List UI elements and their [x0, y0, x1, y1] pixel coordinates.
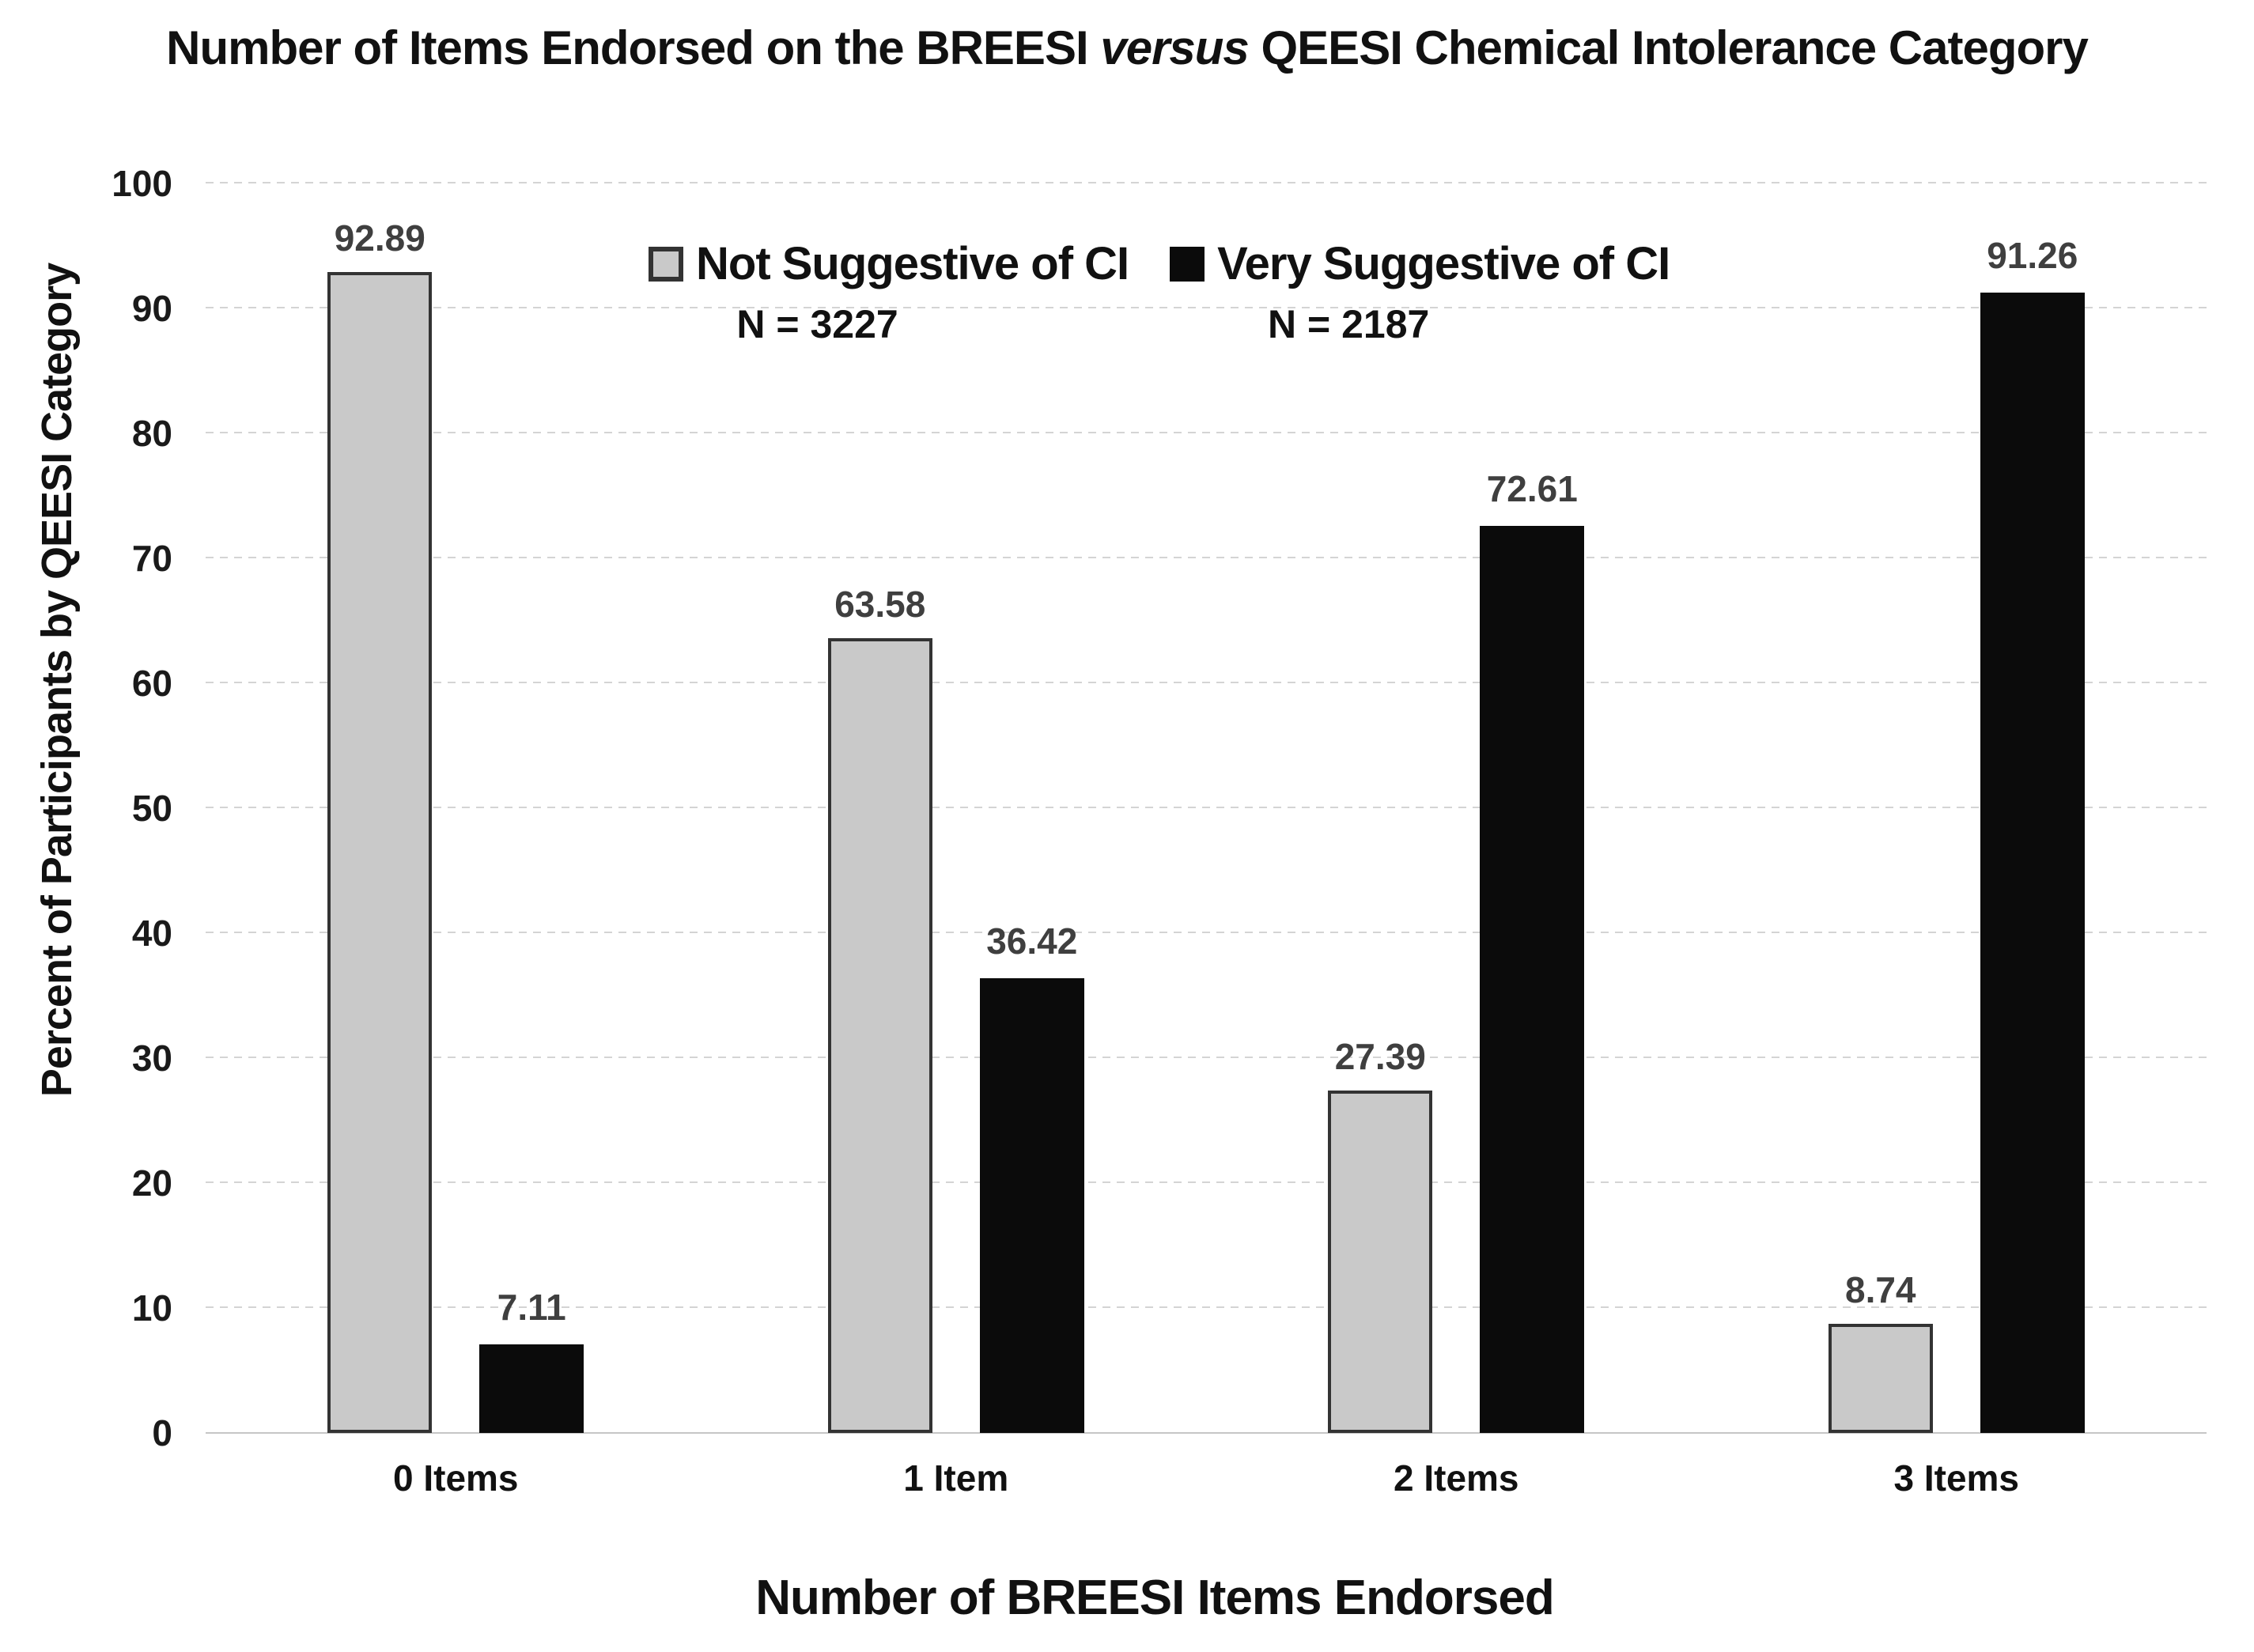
- legend-swatch-black-icon: [1170, 247, 1205, 282]
- legend-n-count: N = 2187: [1268, 301, 1430, 346]
- y-tick-label: 20: [131, 1162, 172, 1204]
- legend: Not Suggestive of CI N = 3227 Very Sugge…: [649, 240, 1670, 344]
- legend-item-not-suggestive: Not Suggestive of CI N = 3227: [649, 240, 1129, 344]
- x-tick-label: 3 Items: [1893, 1457, 2020, 1499]
- bar-black: 7.11: [479, 1289, 584, 1433]
- gridline: [206, 682, 2207, 683]
- legend-label: Not Suggestive of CI: [696, 238, 1129, 289]
- bar-groups: 92.89 7.11 0 Items 63.58 36.42 1 Item 27.39 72.…: [206, 183, 2207, 1496]
- gridline: [206, 432, 2207, 433]
- y-tick-label: 50: [131, 788, 172, 829]
- chart-title-prefix: Number of Items Endorsed on the BREESI: [166, 21, 1088, 74]
- gridline: [206, 1181, 2207, 1183]
- legend-swatch-gray-icon: [649, 247, 683, 282]
- bar-group: 92.89 7.11 0 Items: [206, 183, 706, 1496]
- chart-title-suffix: QEESI Chemical Intolerance Category: [1261, 21, 2088, 74]
- y-tick-label: 70: [131, 538, 172, 579]
- bar-value-label: 72.61: [1486, 467, 1578, 509]
- bar-value-label: 92.89: [334, 217, 425, 259]
- gridline: [206, 182, 2207, 183]
- bar-black: 91.26: [1980, 237, 2085, 1433]
- bar-group: 8.74 91.26 3 Items: [1707, 183, 2207, 1496]
- bar-gray: 8.74: [1828, 1272, 1933, 1433]
- y-tick-label: 10: [131, 1287, 172, 1329]
- gridline: [206, 807, 2207, 808]
- legend-item-very-suggestive: Very Suggestive of CI N = 2187: [1170, 240, 1670, 344]
- gridlines: [206, 182, 2207, 1433]
- bar-group: 63.58 36.42 1 Item: [706, 183, 1207, 1496]
- y-axis-ticks: 0 10 20 30 40 50 60 70 80 90 100: [0, 165, 180, 1451]
- bar-gray: 92.89: [327, 220, 433, 1433]
- bar-value-label: 63.58: [834, 584, 926, 626]
- chart-title-versus: versus: [1100, 21, 1249, 74]
- bar-value-label: 8.74: [1844, 1268, 1916, 1310]
- bar-value-label: 27.39: [1334, 1036, 1426, 1078]
- plot-area: 92.89 7.11 0 Items 63.58 36.42 1 Item 27.39 72.…: [206, 182, 2207, 1496]
- legend-row: Not Suggestive of CI: [649, 240, 1129, 289]
- x-axis-line: [206, 1432, 2207, 1434]
- legend-n-count: N = 3227: [736, 301, 898, 346]
- x-tick-label: 1 Item: [903, 1457, 1009, 1499]
- y-tick-label: 30: [131, 1038, 172, 1079]
- y-tick-label: 80: [131, 413, 172, 454]
- gridline: [206, 932, 2207, 933]
- bar-black: 36.42: [979, 923, 1084, 1433]
- gridline: [206, 307, 2207, 308]
- x-tick-label: 2 Items: [1393, 1457, 1519, 1499]
- y-tick-label: 40: [131, 913, 172, 954]
- x-tick-label: 0 Items: [392, 1457, 519, 1499]
- bar-value-label: 91.26: [1987, 235, 2078, 277]
- x-axis-title: Number of BREESI Items Endorsed: [755, 1571, 1554, 1625]
- bar-black: 72.61: [1480, 471, 1585, 1433]
- y-tick-label: 60: [131, 663, 172, 704]
- legend-row: Very Suggestive of CI: [1170, 240, 1670, 289]
- y-tick-label: 100: [112, 163, 172, 204]
- gridline: [206, 1057, 2207, 1058]
- bar-value-label: 36.42: [986, 920, 1078, 962]
- bar-gray: 27.39: [1328, 1038, 1433, 1433]
- gridline: [206, 1306, 2207, 1308]
- chart-title: Number of Items Endorsed on the BREESI v…: [0, 21, 2254, 75]
- y-tick-label: 90: [131, 288, 172, 329]
- bar-value-label: 7.11: [497, 1286, 566, 1328]
- bar-gray: 63.58: [827, 586, 932, 1433]
- legend-label: Very Suggestive of CI: [1217, 238, 1670, 289]
- bar-group: 27.39 72.61 2 Items: [1206, 183, 1707, 1496]
- gridline: [206, 557, 2207, 558]
- y-tick-label: 0: [152, 1412, 172, 1454]
